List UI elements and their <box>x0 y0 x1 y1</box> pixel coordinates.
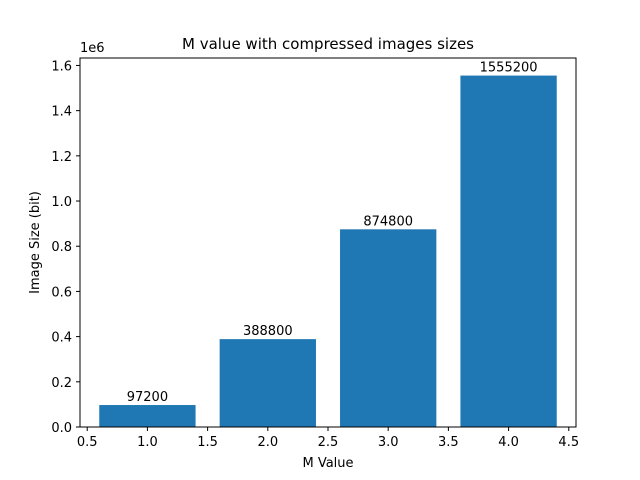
x-tick-label-6: 3.5 <box>438 435 459 450</box>
y-tick-label-4: 0.8 <box>51 240 72 255</box>
y-tick-label-6: 1.2 <box>51 150 72 165</box>
bar-value-label-2: 388800 <box>243 324 293 339</box>
x-tick-label-4: 2.5 <box>318 435 339 450</box>
plot-frame <box>79 57 577 428</box>
bar-value-label-3: 874800 <box>363 214 413 229</box>
y-offset-label: 1e6 <box>80 41 105 56</box>
y-tick-label-7: 1.4 <box>51 105 72 120</box>
x-tick-label-0: 0.5 <box>77 435 98 450</box>
bar-value-label-1: 97200 <box>127 390 168 405</box>
y-axis: 0.0 0.2 0.4 0.6 0.8 1.0 1.2 1.4 1.6 <box>51 59 80 436</box>
y-tick-label-5: 1.0 <box>51 195 72 210</box>
y-tick-label-3: 0.6 <box>51 285 72 300</box>
bar-4 <box>460 75 557 428</box>
bar-2 <box>219 339 316 427</box>
bar-1 <box>99 405 196 427</box>
x-tick-label-2: 1.5 <box>197 435 218 450</box>
x-tick-label-3: 2.0 <box>257 435 278 450</box>
bar-labels-group: 97200 388800 874800 1555200 <box>127 61 538 405</box>
y-tick-label-1: 0.2 <box>51 376 72 391</box>
x-axis-title: M Value <box>302 456 353 471</box>
chart-title: M value with compressed images sizes <box>182 35 474 53</box>
x-tick-label-5: 3.0 <box>378 435 399 450</box>
y-tick-label-8: 1.6 <box>51 59 72 74</box>
x-tick-label-1: 1.0 <box>137 435 158 450</box>
bar-value-label-4: 1555200 <box>480 61 538 76</box>
y-axis-title: Image Size (bit) <box>28 191 43 294</box>
bar-3 <box>340 229 437 427</box>
y-tick-label-2: 0.4 <box>51 331 72 346</box>
x-tick-label-7: 4.0 <box>498 435 519 450</box>
x-axis: 0.5 1.0 1.5 2.0 2.5 3.0 3.5 4.0 4.5 <box>77 427 579 450</box>
bars-group <box>99 75 557 428</box>
x-tick-label-8: 4.5 <box>558 435 579 450</box>
y-tick-label-0: 0.0 <box>51 421 72 436</box>
